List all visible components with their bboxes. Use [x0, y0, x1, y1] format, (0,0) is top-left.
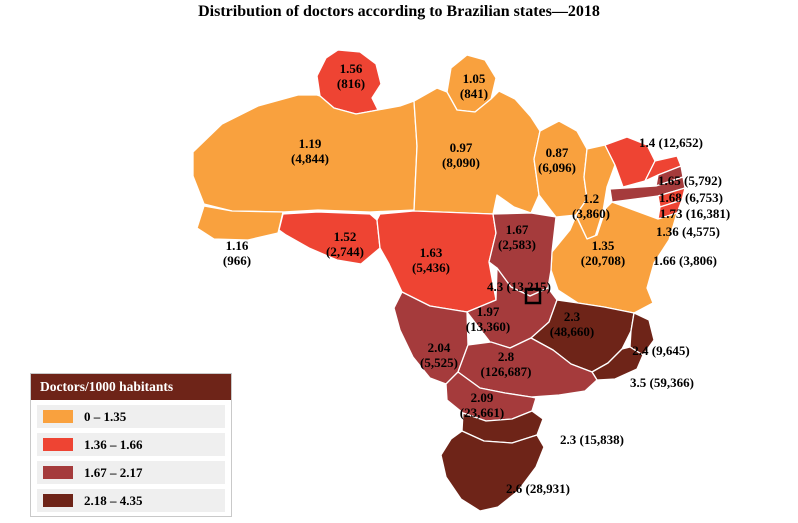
state-AC [196, 205, 284, 241]
state-label-DF: 4.3 (13,215) [487, 279, 551, 294]
state-label-GO: 1.97 (13,360) [466, 304, 510, 334]
legend-swatch [43, 466, 73, 479]
legend-row: 1.36 – 1.66 [37, 433, 225, 456]
state-label-RN: 1.65 (5,792) [658, 173, 722, 188]
legend-title: Doctors/1000 habitants [31, 374, 231, 400]
legend-range-label: 1.67 – 2.17 [84, 464, 143, 480]
state-label-RR: 1.56 (816) [337, 61, 365, 91]
state-label-MG: 2.3 (48,660) [550, 309, 594, 339]
state-label-AP: 1.05 (841) [460, 71, 488, 101]
state-label-MA: 0.87 (6,096) [538, 145, 576, 175]
state-label-RJ: 3.5 (59,366) [630, 375, 694, 390]
state-label-SC: 2.3 (15,838) [560, 432, 624, 447]
state-label-PR: 2.09 (23,661) [460, 390, 504, 420]
states-layer [192, 49, 686, 512]
legend-swatch [43, 410, 73, 423]
state-label-SP: 2.8 (126,687) [481, 349, 532, 379]
legend-swatch [43, 494, 73, 507]
legend-row: 1.67 – 2.17 [37, 461, 225, 484]
state-RJ [591, 346, 644, 381]
legend: Doctors/1000 habitants 0 – 1.35 1.36 – 1.… [30, 373, 232, 517]
legend-range-label: 0 – 1.35 [84, 408, 127, 424]
state-label-ES: 2.4 (9,645) [632, 343, 689, 358]
state-label-RO: 1.52 (2,744) [326, 229, 364, 259]
state-label-MS: 2.04 (5,525) [420, 340, 458, 370]
state-label-AM: 1.19 (4,844) [291, 136, 329, 166]
state-label-MT: 1.63 (5,436) [412, 245, 450, 275]
state-label-SE: 1.66 (3,806) [653, 253, 717, 268]
legend-row: 0 – 1.35 [37, 405, 225, 428]
state-label-BA: 1.35 (20,708) [581, 238, 625, 268]
state-RO [278, 211, 381, 265]
state-label-PA: 0.97 (8,090) [442, 140, 480, 170]
state-label-AL: 1.36 (4,575) [656, 224, 720, 239]
state-RS [440, 430, 545, 512]
legend-range-label: 1.36 – 1.66 [84, 436, 143, 452]
state-label-PE: 1.73 (16,381) [660, 206, 730, 221]
figure-title: Distribution of doctors according to Bra… [198, 3, 600, 20]
state-label-TO: 1.67 (2,583) [498, 222, 536, 252]
legend-row: 2.18 – 4.35 [37, 489, 225, 512]
df-square-marker [524, 287, 542, 305]
legend-range-label: 2.18 – 4.35 [84, 492, 143, 508]
state-PR [445, 371, 537, 422]
legend-swatch [43, 438, 73, 451]
labels-layer: 1.56 (816) 1.05 (841) 1.19 (4,844) 0.97 (8,090)… [223, 61, 730, 496]
state-label-AC: 1.16 (966) [223, 238, 251, 268]
state-label-PI: 1.2 (3,860) [572, 191, 610, 221]
state-label-RS: 2.6 (28,931) [506, 481, 570, 496]
state-label-PB: 1.68 (6,753) [659, 190, 723, 205]
legend-rows: 0 – 1.35 1.36 – 1.66 1.67 – 2.17 2.18 – 4.3… [31, 405, 231, 512]
state-label-CE: 1.4 (12,652) [639, 135, 703, 150]
